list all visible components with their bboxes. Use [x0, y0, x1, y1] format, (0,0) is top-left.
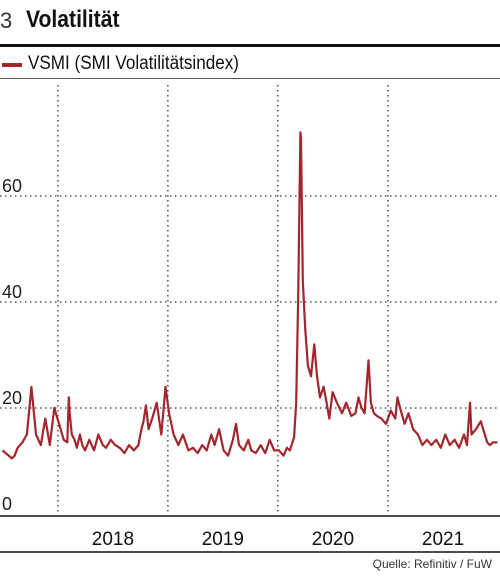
figure-number: 3	[0, 8, 13, 33]
y-tick-label: 60	[2, 176, 22, 196]
x-tick-label: 2021	[422, 529, 464, 550]
source-note: Quelle: Refinitiv / FuW	[372, 557, 492, 571]
chart-plot: 0 20 40 60 2018 2019 2020 2021	[0, 85, 500, 553]
y-tick-label: 40	[2, 282, 22, 302]
header-rule	[0, 44, 500, 47]
x-tick-label: 2020	[312, 529, 354, 550]
y-tick-label: 0	[2, 494, 12, 514]
legend-swatch	[2, 63, 22, 67]
legend-rule	[0, 78, 500, 79]
chart-title: Volatilität	[26, 6, 120, 33]
chart-header: 3 Volatilität	[0, 0, 500, 44]
y-tick-label: 20	[2, 388, 22, 408]
series-line-vsmi	[1, 131, 498, 460]
x-tick-label: 2019	[202, 529, 244, 550]
legend-label: VSMI (SMI Volatilitätsindex)	[28, 53, 239, 74]
x-tick-label: 2018	[92, 529, 134, 550]
